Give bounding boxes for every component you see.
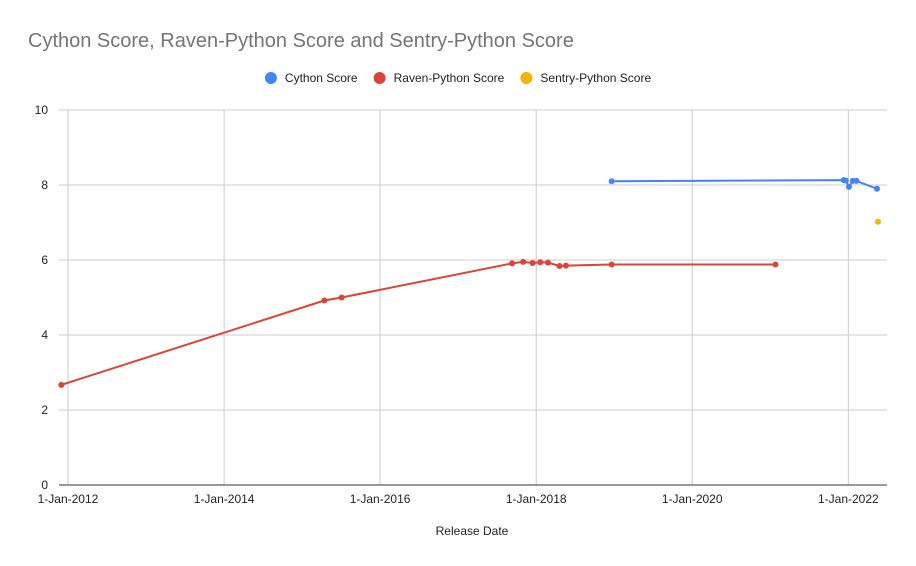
y-tick-label: 10 — [35, 103, 49, 117]
x-tick-label: 1-Jan-2018 — [506, 492, 567, 506]
legend-marker — [520, 72, 533, 84]
data-point — [608, 178, 615, 185]
series-raven-python-score — [58, 258, 779, 388]
legend-item[interactable]: Raven-Python Score — [373, 71, 505, 85]
data-point — [875, 218, 882, 225]
data-point — [842, 177, 849, 184]
legend-item[interactable]: Sentry-Python Score — [520, 71, 651, 85]
x-axis-ticks: 1-Jan-2012 1-Jan-2014 1-Jan-2016 1-Jan-2018… — [38, 492, 879, 506]
y-tick-label: 6 — [41, 253, 48, 267]
y-tick-label: 2 — [41, 403, 48, 417]
data-point — [556, 263, 563, 269]
x-tick-label: 1-Jan-2020 — [662, 492, 723, 506]
legend-label: Sentry-Python Score — [540, 71, 651, 85]
data-point — [772, 261, 779, 268]
legend-marker — [264, 72, 277, 84]
data-point — [509, 260, 516, 267]
grid — [59, 109, 887, 485]
y-tick-label: 4 — [41, 328, 48, 342]
data-point — [544, 259, 551, 266]
legend: Cython Score Raven-Python Score Sentry-Pyt… — [264, 71, 651, 85]
data-point — [873, 185, 880, 192]
data-point — [520, 258, 527, 265]
series-cython-score — [608, 177, 880, 192]
x-axis-title: Release Date — [436, 524, 509, 538]
data-point — [562, 262, 569, 269]
x-tick-label: 1-Jan-2022 — [818, 492, 879, 506]
legend-marker — [373, 72, 386, 84]
y-tick-label: 8 — [41, 178, 48, 192]
data-point — [338, 294, 345, 301]
data-point — [608, 261, 615, 268]
data-point — [537, 259, 544, 266]
data-point — [853, 177, 860, 184]
x-tick-label: 1-Jan-2014 — [194, 492, 255, 506]
data-point — [58, 381, 65, 388]
y-axis-ticks: 0 2 4 6 8 10 — [35, 103, 49, 492]
data-point — [529, 260, 536, 266]
data-point — [321, 297, 328, 304]
y-tick-label: 0 — [41, 478, 48, 492]
x-tick-label: 1-Jan-2012 — [38, 492, 99, 506]
series-layer — [58, 177, 882, 388]
chart-title: Cython Score, Raven-Python Score and Sen… — [28, 30, 574, 52]
legend-label: Raven-Python Score — [394, 71, 505, 85]
series-sentry-python-score — [875, 218, 882, 225]
x-tick-label: 1-Jan-2016 — [350, 492, 411, 506]
legend-item[interactable]: Cython Score — [264, 71, 358, 85]
legend-label: Cython Score — [285, 71, 358, 85]
data-point — [845, 183, 852, 190]
